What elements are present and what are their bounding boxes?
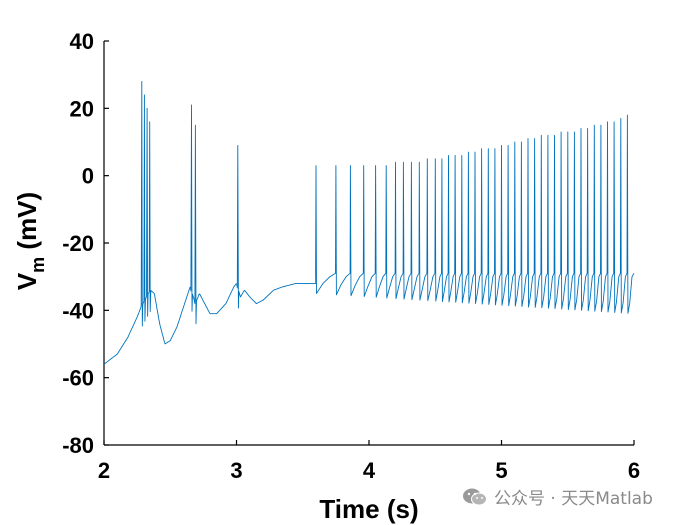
y-tick-label: -80 — [62, 433, 94, 458]
y-axis-label-subscript: m — [28, 257, 48, 273]
wechat-icon — [463, 488, 487, 505]
watermark: 公众号 · 天天Matlab — [462, 484, 653, 509]
y-tick-label: -60 — [62, 366, 94, 391]
ticks: 2 3 4 5 6 -80 -60 -40 -20 0 20 40 — [62, 29, 640, 483]
y-tick-label: 0 — [82, 164, 94, 189]
series-line-vm — [103, 80, 635, 365]
x-tick-label: 4 — [363, 458, 376, 483]
x-tick-label: 6 — [628, 458, 640, 483]
x-tick-label: 3 — [230, 458, 242, 483]
x-axis-label: Time (s) — [319, 494, 418, 524]
y-tick-label: 20 — [70, 96, 94, 121]
x-tick-label: 5 — [495, 458, 507, 483]
y-tick-label: -40 — [62, 298, 94, 323]
y-axis-label: Vm (mV) — [12, 192, 48, 290]
y-tick-label: 40 — [70, 29, 94, 54]
x-tick-label: 2 — [98, 458, 110, 483]
y-axis-label-main: V — [12, 272, 42, 290]
y-axis-label-unit: (mV) — [12, 192, 42, 257]
watermark-text: 公众号 · 天天Matlab — [494, 489, 653, 509]
y-tick-label: -20 — [62, 231, 94, 256]
